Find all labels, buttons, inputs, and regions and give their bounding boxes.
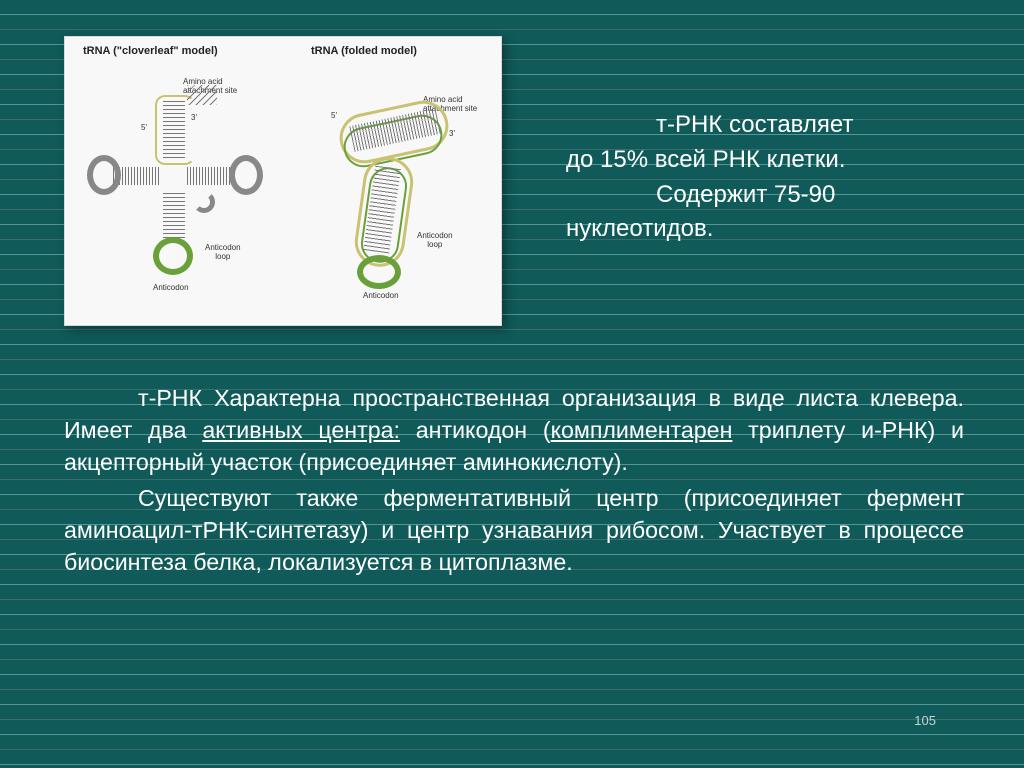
intro-line-1: т-РНК составляет bbox=[566, 108, 966, 143]
folded-anticodon-loop bbox=[357, 255, 401, 289]
t-arm-stem bbox=[187, 167, 235, 185]
paragraph-1: т-РНК Характерна пространственная органи… bbox=[64, 382, 964, 478]
three-prime-overhang bbox=[187, 85, 217, 105]
label-5prime-left: 5' bbox=[141, 123, 147, 132]
paragraph-2: Существуют также ферментативный центр (п… bbox=[64, 482, 964, 578]
folded-diagram: Amino acidattachment site 5' 3' Anticodo… bbox=[303, 71, 493, 311]
cloverleaf-diagram: Amino acidattachment site 3' 5' Anticodo… bbox=[83, 71, 283, 311]
acceptor-outline bbox=[155, 95, 195, 165]
underlined-word: комплиментарен bbox=[551, 417, 733, 443]
anticodon-stem bbox=[163, 193, 185, 243]
label-anticodon-left: Anticodon bbox=[153, 283, 189, 292]
variable-loop bbox=[193, 191, 215, 213]
anticodon-loop-shape bbox=[153, 237, 193, 275]
intro-line-4: нуклеотидов. bbox=[566, 215, 713, 242]
figure-heading-left: tRNA ("cloverleaf" model) bbox=[83, 45, 218, 57]
label-3prime-right: 3' bbox=[449, 129, 455, 138]
d-loop bbox=[87, 155, 121, 195]
label-5prime-right: 5' bbox=[331, 111, 337, 120]
t-loop bbox=[229, 155, 263, 195]
intro-line-3: Содержит 75-90 bbox=[566, 178, 966, 213]
trna-figure: tRNA ("cloverleaf" model) tRNA (folded m… bbox=[64, 36, 502, 326]
intro-text-block: т-РНК составляет до 15% всей РНК клетки.… bbox=[566, 108, 966, 247]
intro-line-2: до 15% всей РНК клетки. bbox=[566, 146, 846, 173]
slide: tRNA ("cloverleaf" model) tRNA (folded m… bbox=[0, 0, 1024, 768]
label-anticodon-loop-left: Anticodonloop bbox=[205, 243, 241, 261]
label-anticodon-loop-right: Anticodonloop bbox=[417, 231, 453, 249]
body-text-block: т-РНК Характерна пространственная органи… bbox=[64, 382, 964, 578]
label-anticodon-right: Anticodon bbox=[363, 291, 399, 300]
page-number: 105 bbox=[914, 713, 936, 728]
figure-heading-right: tRNA (folded model) bbox=[311, 45, 417, 57]
underlined-word: активных центра: bbox=[202, 417, 400, 443]
